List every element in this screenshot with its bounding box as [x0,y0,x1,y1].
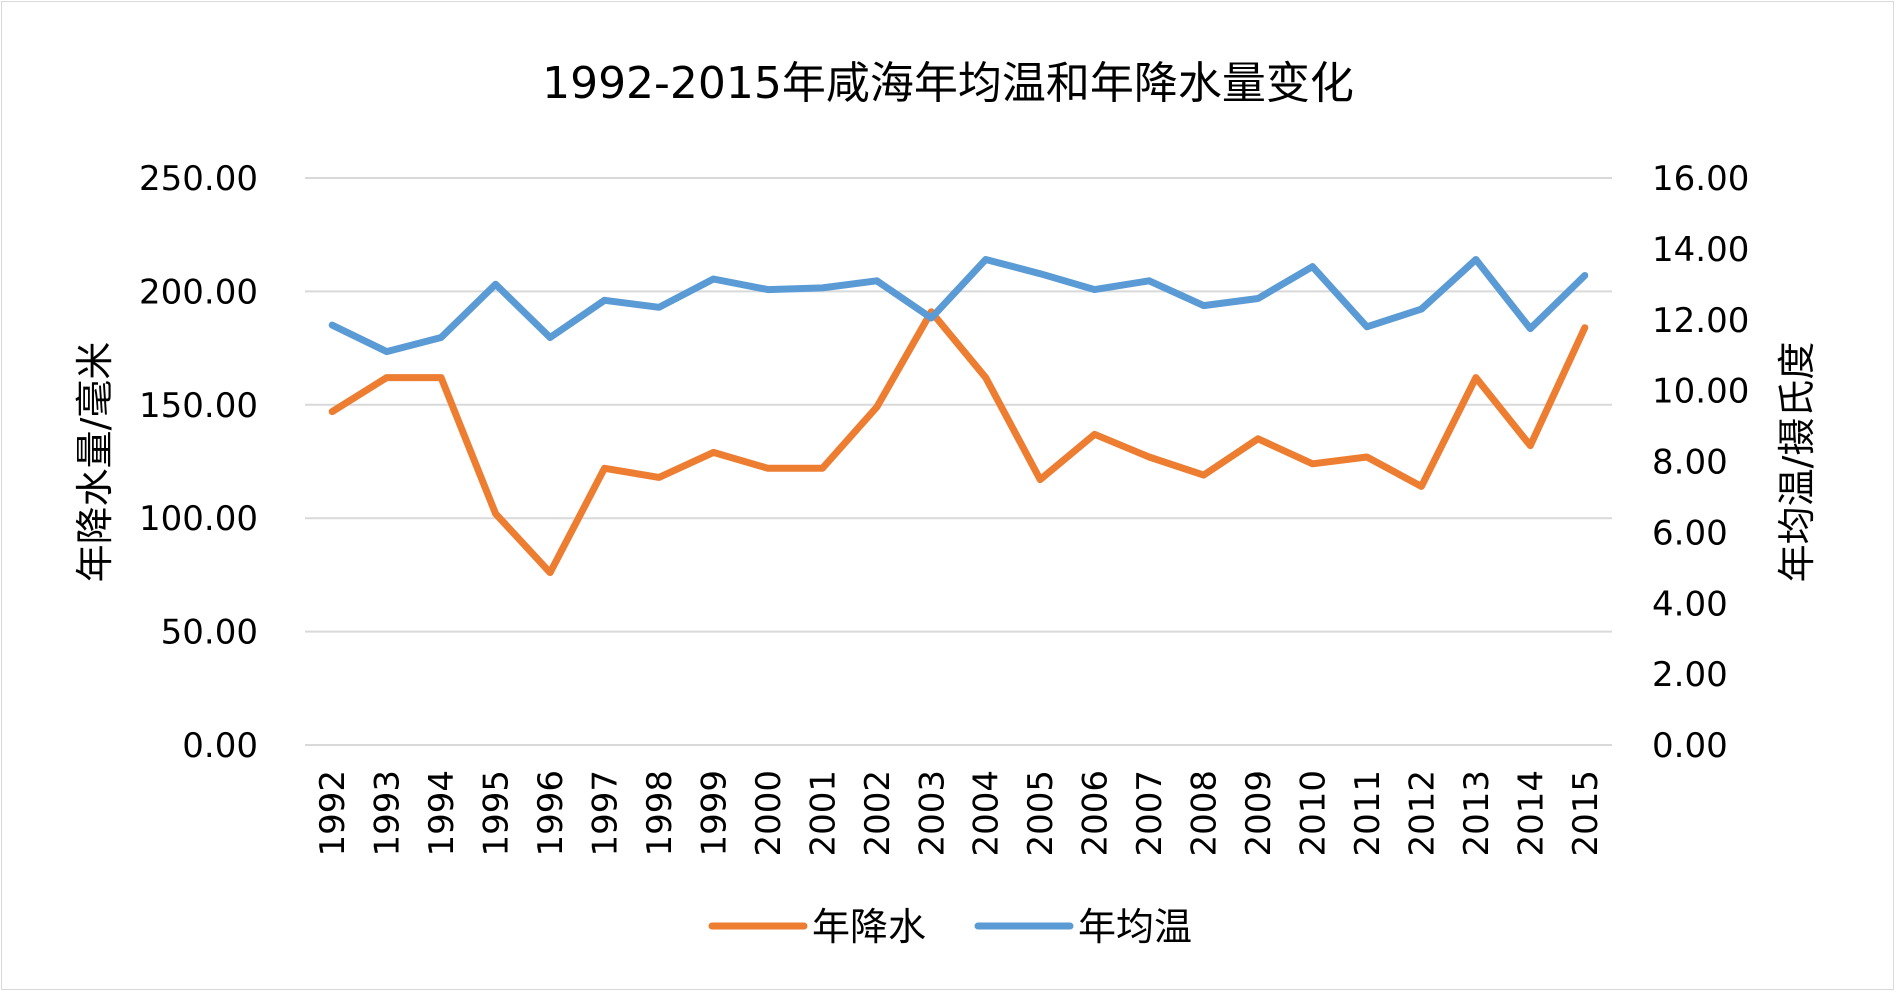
right-tick-label: 8.00 [1652,443,1728,483]
left-tick-label: 0.00 [182,726,258,766]
x-tick-label: 2004 [967,770,1007,857]
x-tick-label: 1993 [368,770,408,857]
x-tick-label: 1992 [313,770,353,857]
right-tick-label: 4.00 [1652,584,1728,624]
x-tick-label: 2005 [1021,770,1061,857]
x-tick-label: 2011 [1348,770,1388,857]
x-tick-label: 2001 [803,770,843,857]
x-tick-label: 2006 [1076,770,1116,857]
right-tick-label: 10.00 [1652,372,1749,412]
series-lines [328,256,1589,577]
left-tick-label: 100.00 [139,499,258,539]
series-line-0 [328,308,1589,577]
series-line-1 [328,256,1589,356]
left-axis-title: 年降水量/毫米 [73,342,117,583]
x-tick-label: 2007 [1130,770,1170,857]
left-tick-label: 50.00 [161,613,258,653]
legend-label-0: 年降水 [812,905,926,949]
right-tick-label: 14.00 [1652,230,1749,270]
legend: 年降水 年均温 [708,905,1192,949]
right-tick-label: 12.00 [1652,301,1749,341]
chart-title: 1992-2015年咸海年均温和年降水量变化 [542,58,1354,109]
x-tick-label: 2014 [1511,770,1551,857]
x-tick-label: 1996 [531,770,571,857]
x-tick-label: 1994 [422,770,462,857]
right-axis-title: 年均温/摄氏度 [1775,342,1819,583]
x-tick-label: 2002 [858,770,898,857]
left-tick-label: 200.00 [139,272,258,312]
right-tick-label: 0.00 [1652,726,1728,766]
x-tick-label: 2015 [1566,770,1606,857]
x-tick-label: 2009 [1239,770,1279,857]
right-tick-label: 16.00 [1652,159,1749,199]
right-tick-label: 2.00 [1652,655,1728,695]
left-axis-ticks: 0.00 50.00 100.00 150.00 200.00 250.00 [139,159,258,766]
x-tick-label: 1999 [694,770,734,857]
x-tick-label: 2000 [749,770,789,857]
x-axis-ticks: 1992 1993 1994 1995 1996 1997 1998 1999 2000 2001… [313,770,1606,857]
left-tick-label: 150.00 [139,386,258,426]
left-tick-label: 250.00 [139,159,258,199]
x-tick-label: 2012 [1402,770,1442,857]
x-tick-label: 1995 [477,770,517,857]
x-tick-label: 2010 [1293,770,1333,857]
x-tick-label: 2013 [1457,770,1497,857]
gridlines [305,177,1612,746]
legend-label-1: 年均温 [1078,905,1192,949]
right-tick-label: 6.00 [1652,513,1728,553]
x-tick-label: 2008 [1185,770,1225,857]
right-axis-ticks: 0.00 2.00 4.00 6.00 8.00 10.00 12.00 14.00 16.00 [1652,159,1749,766]
x-tick-label: 1998 [640,770,680,857]
x-tick-label: 2003 [912,770,952,857]
x-tick-label: 1997 [586,770,626,857]
